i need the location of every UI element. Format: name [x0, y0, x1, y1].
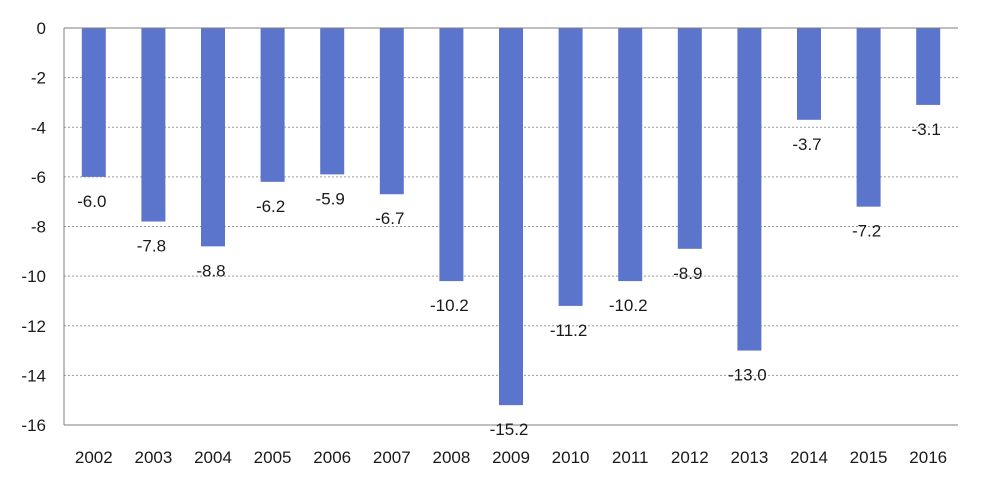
data-label: -15.2 — [490, 420, 529, 439]
x-tick-labels: 2002 2003 2004 2005 2006 2007 2008 2009 2010 2011… — [75, 448, 947, 467]
bar-2006 — [320, 28, 345, 175]
data-label: -5.9 — [316, 189, 345, 208]
x-tick-label: 2016 — [909, 448, 947, 467]
y-tick-label: -6 — [31, 168, 46, 187]
x-tick-label: 2013 — [730, 448, 768, 467]
data-labels: -6.0 -7.8 -8.8 -6.2 -5.9 -6.7 -10.2 -15.2 -11.2 -… — [77, 120, 941, 439]
y-tick-label: -2 — [31, 69, 46, 88]
y-tick-label: -8 — [31, 218, 46, 237]
x-tick-label: 2015 — [850, 448, 888, 467]
data-label: -10.2 — [609, 296, 648, 315]
bars — [81, 28, 941, 406]
data-label: -8.9 — [673, 264, 702, 283]
data-label: -6.2 — [256, 197, 285, 216]
x-tick-label: 2010 — [552, 448, 590, 467]
data-label: -6.7 — [375, 209, 404, 228]
y-tick-label: 0 — [37, 19, 46, 38]
x-tick-label: 2012 — [671, 448, 709, 467]
bar-2010 — [558, 28, 583, 306]
y-tick-label: -16 — [21, 416, 46, 435]
bar-2008 — [439, 28, 464, 282]
y-tick-label: -4 — [31, 118, 46, 137]
bar-2003 — [141, 28, 166, 222]
bar-2014 — [797, 28, 821, 120]
bar-2013 — [737, 28, 762, 351]
x-tick-label: 2009 — [492, 448, 530, 467]
data-label: -7.8 — [137, 237, 166, 256]
x-tick-label: 2014 — [790, 448, 828, 467]
axes — [63, 27, 958, 426]
bar-2016 — [916, 28, 941, 105]
bar-2009 — [499, 28, 523, 406]
bar-2011 — [618, 28, 643, 282]
data-label: -10.2 — [430, 296, 469, 315]
data-label: -8.8 — [196, 261, 225, 280]
bar-2015 — [856, 28, 881, 207]
x-tick-label: 2002 — [75, 448, 113, 467]
x-tick-label: 2005 — [254, 448, 292, 467]
data-label: -3.7 — [792, 135, 821, 154]
data-label: -11.2 — [550, 321, 588, 340]
bar-2005 — [260, 28, 285, 182]
x-tick-label: 2008 — [432, 448, 470, 467]
data-label: -7.2 — [852, 222, 881, 241]
bar-2002 — [81, 28, 106, 177]
y-tick-labels: 0 -2 -4 -6 -8 -10 -12 -14 -16 — [21, 19, 46, 435]
x-tick-label: 2003 — [134, 448, 172, 467]
bar-2012 — [677, 28, 702, 249]
x-tick-label: 2007 — [373, 448, 411, 467]
data-label: -3.1 — [912, 120, 941, 139]
x-tick-label: 2011 — [612, 448, 649, 467]
data-label: -13.0 — [728, 366, 767, 385]
x-tick-label: 2004 — [194, 448, 232, 467]
y-tick-label: -14 — [21, 366, 46, 385]
bar-2004 — [201, 28, 225, 247]
bar-2007 — [379, 28, 404, 195]
x-tick-label: 2006 — [313, 448, 351, 467]
data-label: -6.0 — [77, 192, 106, 211]
y-tick-label: -12 — [21, 317, 46, 336]
y-tick-label: -10 — [21, 267, 46, 286]
